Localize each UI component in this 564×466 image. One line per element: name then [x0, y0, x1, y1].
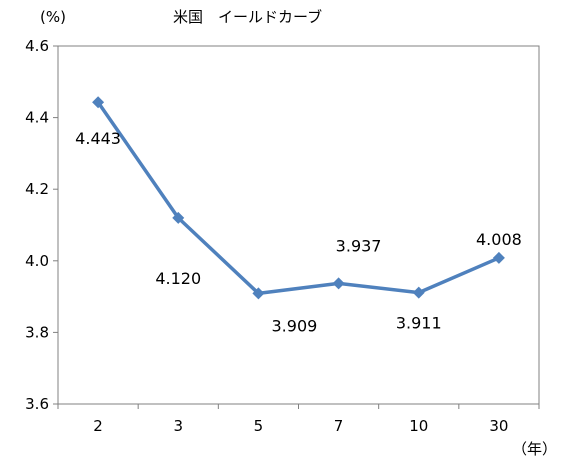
y-tick-label: 3.6 — [25, 395, 49, 413]
x-tick-label: 2 — [93, 417, 103, 435]
x-tick-label: 30 — [489, 417, 508, 435]
y-tick-label: 4.4 — [25, 109, 49, 127]
data-point-marker — [412, 286, 425, 299]
y-axis-unit-label: (%) — [40, 8, 66, 26]
data-label: 4.120 — [155, 269, 201, 288]
y-axis: 3.6 3.8 4.0 4.2 4.4 4.6 — [25, 37, 58, 413]
data-label: 4.443 — [75, 129, 121, 148]
y-tick-label: 4.6 — [25, 37, 49, 55]
data-point-marker — [492, 251, 505, 264]
data-point-marker — [92, 96, 105, 109]
data-label: 3.909 — [272, 316, 318, 335]
data-label: 3.911 — [396, 314, 442, 333]
data-point-marker — [252, 287, 265, 300]
plot-area — [57, 45, 540, 405]
y-tick-label: 4.0 — [25, 252, 49, 270]
x-tick-label: 5 — [254, 417, 264, 435]
x-tick-label: 3 — [173, 417, 183, 435]
series-layer: 4.443 4.120 3.909 3.937 3.911 4.008 — [75, 96, 522, 335]
data-point-marker — [332, 277, 345, 290]
data-label: 3.937 — [336, 236, 382, 255]
data-point-marker — [172, 211, 185, 224]
x-tick-label: 10 — [409, 417, 428, 435]
y-tick-label: 4.2 — [25, 180, 49, 198]
data-label: 4.008 — [476, 230, 522, 249]
chart-title: 米国 イールドカーブ — [173, 8, 322, 26]
x-axis: 2 3 5 7 10 30 — [57, 404, 540, 435]
x-tick-label: 7 — [334, 417, 344, 435]
y-tick-label: 3.8 — [25, 323, 49, 341]
series-line — [96, 101, 500, 296]
x-axis-unit-label: （年） — [512, 440, 557, 458]
